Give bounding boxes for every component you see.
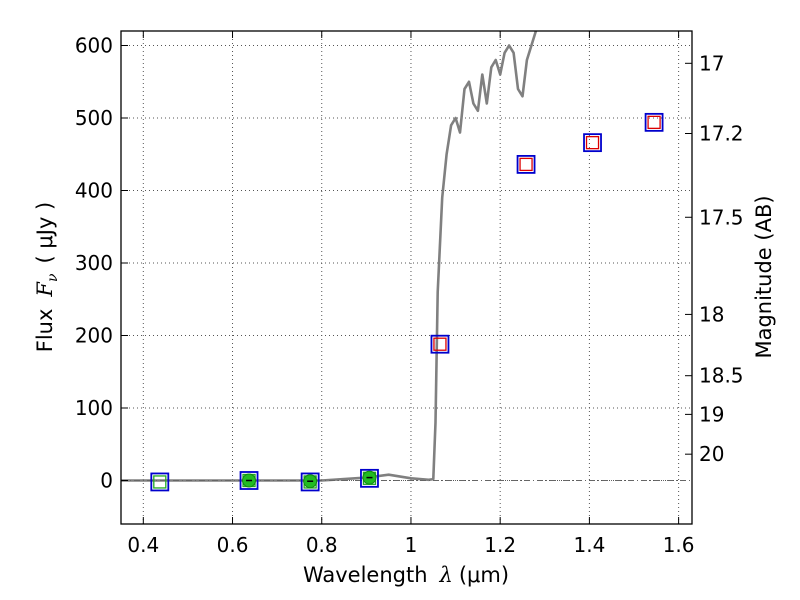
y-axis-ticks: 0 100 200 300 400 500 600 [75, 34, 128, 493]
x-tick-label: 1.4 [573, 533, 605, 557]
model-photometry-box [433, 337, 447, 351]
model-spectrum [121, 31, 538, 482]
x-tick-label: 1.2 [484, 533, 516, 557]
y-tick-label: 200 [75, 324, 113, 348]
model-spectrum-line [121, 31, 538, 482]
y-tick-label: 0 [100, 469, 113, 493]
observed-photometry-box [583, 133, 602, 153]
right-axis-ticks: 17 17.2 17.5 18 18.5 19 20 [685, 51, 744, 466]
x-tick-label: 0.6 [217, 533, 249, 557]
model-photometry-box [585, 135, 600, 150]
right-axis-label: Magnitude (AB) [752, 195, 776, 358]
right-tick-label: 17 [699, 51, 724, 75]
model-photometry-box [153, 475, 167, 489]
y-tick-label: 500 [75, 106, 113, 130]
model-photometry-box [519, 157, 533, 172]
observed-photometry-box [516, 154, 536, 174]
plot-frame [120, 30, 693, 525]
y-tick-label: 100 [75, 396, 113, 420]
x-tick-label: 1.6 [663, 533, 695, 557]
right-tick-label: 20 [699, 442, 724, 466]
x-tick-label: 0.8 [306, 533, 338, 557]
right-tick-label: 17.2 [699, 121, 744, 145]
observed-photometry-box [430, 334, 450, 354]
right-tick-label: 18.5 [699, 364, 744, 388]
y-axis-label: FluxFν( μJy ) [33, 202, 61, 352]
right-tick-label: 18 [699, 302, 724, 326]
observed-photometry-box [300, 472, 320, 492]
observed-photometry-box [150, 472, 170, 492]
y-tick-label: 600 [75, 34, 113, 58]
model-photometry-box [647, 115, 661, 129]
photometry-points [150, 112, 664, 492]
observed-photometry-box [644, 112, 664, 132]
observed-photometry-box [239, 471, 259, 490]
x-axis-ticks: 0.4 0.6 0.8 1 1.2 1.4 1.6 [127, 31, 695, 557]
x-tick-label: 0.4 [127, 533, 159, 557]
right-tick-label: 19 [699, 402, 724, 426]
observed-photometry-box [360, 468, 379, 488]
y-tick-label: 400 [75, 179, 113, 203]
right-tick-label: 17.5 [699, 205, 744, 229]
plot-background [121, 31, 692, 524]
x-tick-label: 1 [405, 533, 418, 557]
y-tick-label: 300 [75, 251, 113, 275]
x-axis-label: Wavelength λ (μm) [303, 563, 509, 587]
